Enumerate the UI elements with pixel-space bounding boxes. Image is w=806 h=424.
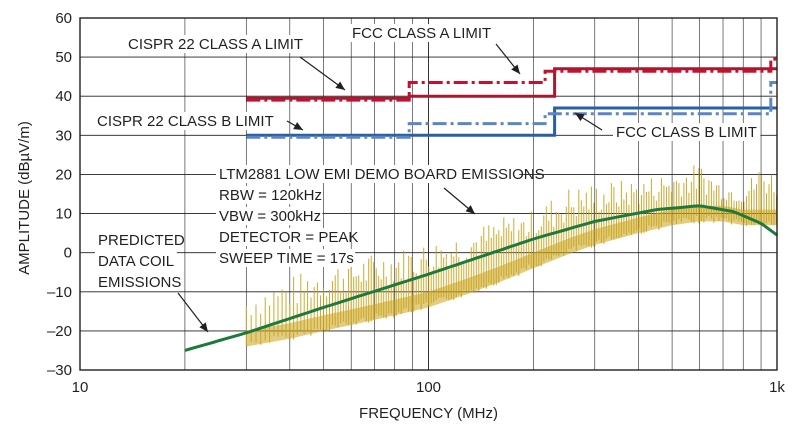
annotation-bg	[613, 123, 761, 141]
x-tick-label: 10	[72, 379, 89, 396]
x-axis-title: FREQUENCY (MHz)	[359, 405, 498, 422]
y-tick-label: –20	[47, 323, 72, 340]
annotation-bg	[216, 228, 347, 246]
y-axis-title: AMPLITUDE (dBµV/m)	[16, 121, 33, 275]
annotation-bg	[94, 112, 283, 130]
y-tick-label: 60	[55, 10, 72, 27]
arrow-head	[575, 113, 585, 122]
annotation-ltm: VBW = 300kHz	[219, 208, 321, 225]
annotation-bg	[216, 207, 323, 225]
x-tick-label: 1k	[769, 379, 785, 396]
annotation-bg	[95, 273, 177, 291]
annotation-bg	[216, 249, 356, 267]
annotation-ltm: DETECTOR = PEAK	[219, 229, 358, 246]
y-tick-label: 0	[64, 245, 72, 262]
annotation-fcc-b: FCC CLASS B LIMIT	[616, 124, 757, 141]
y-tick-label: –10	[47, 284, 72, 301]
annotation-ltm: LTM2881 LOW EMI DEMO BOARD EMISSIONS	[219, 166, 545, 183]
y-tick-label: 20	[55, 166, 72, 183]
arrow-head	[335, 81, 345, 90]
series-fcc-class-a-limit	[246, 57, 777, 102]
annotation-pred: PREDICTED	[98, 232, 185, 249]
arrow-head	[511, 64, 520, 74]
y-tick-label: 10	[55, 206, 72, 223]
annotation-bg	[95, 231, 177, 249]
annotations: CISPR 22 CLASS A LIMIT FCC CLASS A LIMIT C…	[94, 24, 761, 333]
y-tick-label: –30	[47, 362, 72, 379]
annotation-bg	[125, 35, 314, 53]
annotation-bg	[349, 24, 497, 42]
board-emissions-floor	[246, 205, 778, 347]
y-tick-label: 50	[55, 49, 72, 66]
annotation-bg	[216, 165, 520, 183]
y-tick-label: 40	[55, 88, 72, 105]
board-emissions-spectrum	[245, 165, 778, 347]
series-predicted-data-coil-emissions	[184, 204, 778, 352]
series-lines	[184, 57, 778, 352]
annotation-cispr-a: CISPR 22 CLASS A LIMIT	[128, 36, 303, 53]
series-cispr-22-class-b-limit	[246, 106, 777, 137]
annotation-bg	[216, 186, 323, 204]
annotation-fcc-a: FCC CLASS A LIMIT	[352, 25, 491, 42]
plot-frame	[79, 17, 778, 371]
annotation-ltm: RBW = 120kHz	[219, 187, 322, 204]
annotation-bg	[95, 252, 177, 270]
annotation-ltm: SWEEP TIME = 17s	[219, 250, 354, 267]
annotation-pred: DATA COIL	[98, 253, 174, 270]
annotation-pred: EMISSIONS	[98, 274, 181, 291]
y-tick-label: 30	[55, 127, 72, 144]
arrow-head	[465, 205, 475, 214]
leader-line	[299, 56, 346, 91]
series-cispr-22-class-a-limit	[246, 67, 777, 100]
arrow-head	[199, 322, 208, 332]
arrow-head	[293, 122, 303, 130]
x-tick-label: 100	[416, 379, 441, 396]
annotation-cispr-b: CISPR 22 CLASS B LIMIT	[97, 113, 274, 130]
